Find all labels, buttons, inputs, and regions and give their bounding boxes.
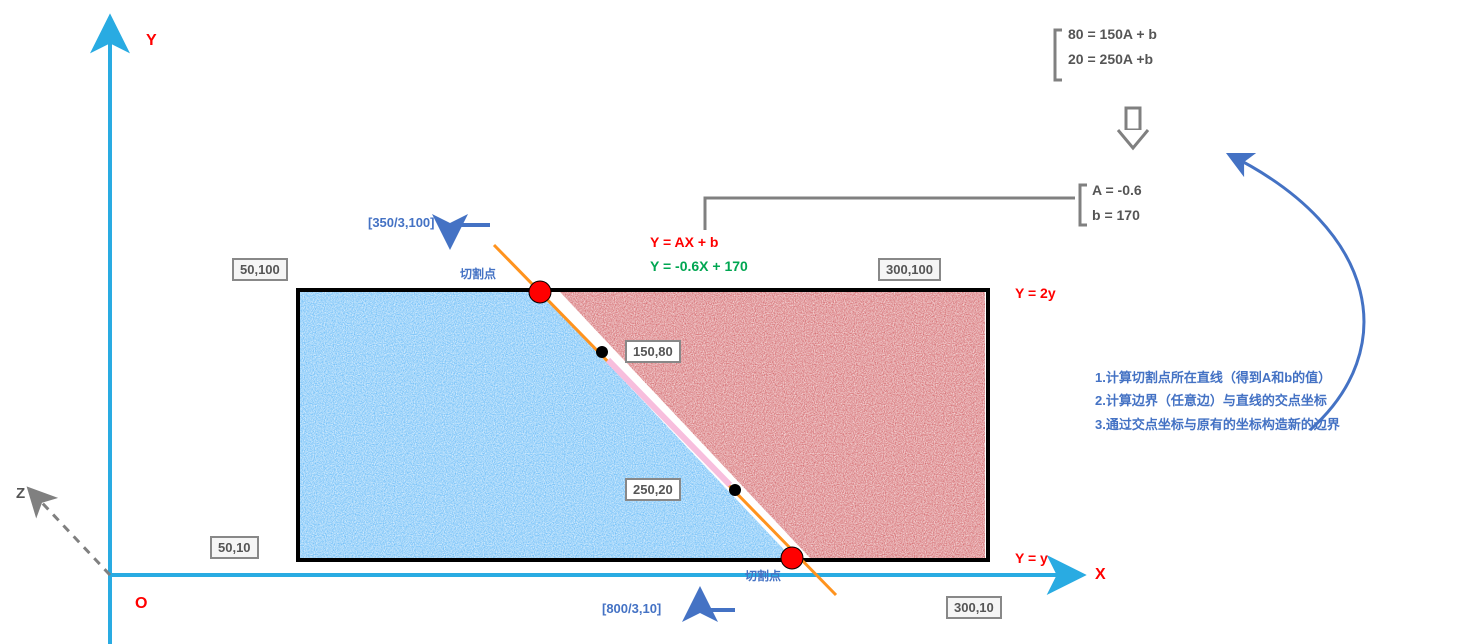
- point-p1: 150,80: [625, 340, 681, 363]
- notes-block: 1.计算切割点所在直线（得到A和b的值） 2.计算边界（任意边）与直线的交点坐标…: [1095, 366, 1340, 436]
- z-axis-label: Z: [16, 485, 25, 502]
- corner-bl: 50,10: [210, 536, 259, 559]
- point-p2: 250,20: [625, 478, 681, 501]
- corner-tr: 300,100: [878, 258, 941, 281]
- eq-res2: b = 170: [1092, 203, 1142, 228]
- eq-system: 80 = 150A + b 20 = 250A +b: [1068, 22, 1157, 72]
- eq-result: A = -0.6 b = 170: [1092, 178, 1142, 228]
- cut-coord-bottom: [800/3,10]: [602, 601, 661, 616]
- side-label-bottom: Y = y: [1015, 550, 1048, 566]
- note-1: 1.计算切割点所在直线（得到A和b的值）: [1095, 366, 1340, 389]
- bracket-bottom: [1080, 185, 1087, 225]
- origin-label: O: [135, 595, 147, 613]
- cut-label-bottom: 切割点: [745, 567, 781, 584]
- x-axis-label: X: [1095, 566, 1106, 584]
- eq-solved: Y = -0.6X + 170: [650, 258, 748, 274]
- bracket-top: [1055, 30, 1062, 80]
- cut-label-top: 切割点: [460, 265, 496, 282]
- eq-sys1: 80 = 150A + b: [1068, 22, 1157, 47]
- eq-general: Y = AX + b: [650, 234, 718, 250]
- cut-dot-bottom: [781, 547, 803, 569]
- eq-sys2: 20 = 250A +b: [1068, 47, 1157, 72]
- cut-arrow-top: [450, 225, 490, 244]
- y-axis-label: Y: [146, 32, 157, 50]
- side-label-top: Y = 2y: [1015, 285, 1056, 301]
- black-dot-p2: [729, 484, 741, 496]
- eq-connector: [705, 198, 1075, 230]
- cut-coord-top: [350/3,100]: [368, 215, 435, 230]
- cut-dot-top: [529, 281, 551, 303]
- big-down-arrow: [1118, 108, 1148, 148]
- corner-br: 300,10: [946, 596, 1002, 619]
- eq-res1: A = -0.6: [1092, 178, 1142, 203]
- corner-tl: 50,100: [232, 258, 288, 281]
- note-2: 2.计算边界（任意边）与直线的交点坐标: [1095, 389, 1340, 412]
- cut-arrow-bottom: [700, 592, 735, 610]
- note-3: 3.通过交点坐标与原有的坐标构造新的边界: [1095, 413, 1340, 436]
- z-axis: [30, 490, 110, 575]
- black-dot-p1: [596, 346, 608, 358]
